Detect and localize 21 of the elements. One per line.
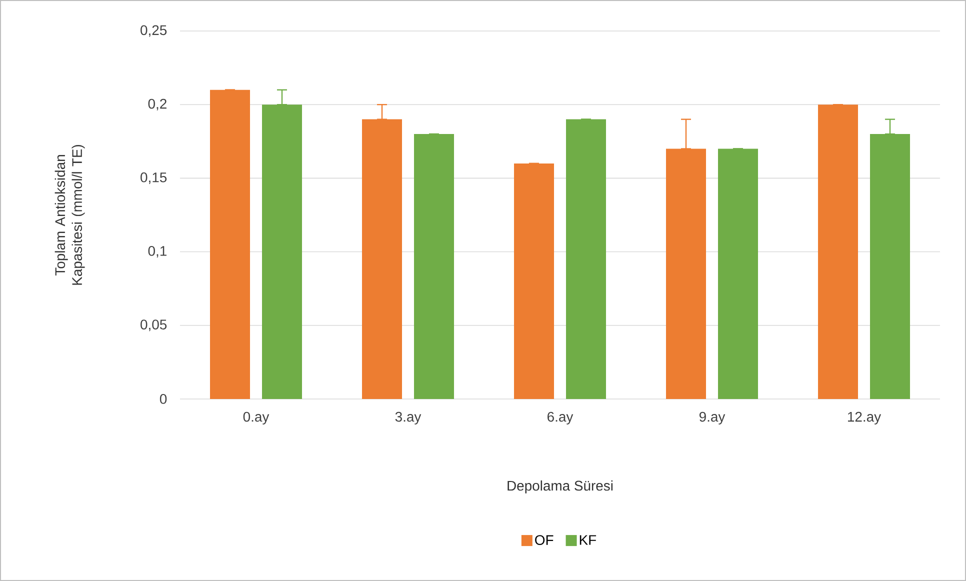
- bar: [514, 163, 554, 399]
- x-tick-label: 0.ay: [243, 412, 270, 424]
- bar: [210, 90, 250, 399]
- legend-label: KF: [580, 535, 596, 545]
- y-tick-label: 0,25: [140, 25, 167, 37]
- y-tick-label: 0,2: [148, 98, 166, 110]
- x-tick-label: 12.ay: [848, 412, 882, 424]
- x-tick-label: 9.ay: [699, 412, 726, 424]
- bar: [818, 104, 858, 399]
- y-tick-label: 0,05: [140, 320, 167, 332]
- bar: [414, 134, 454, 399]
- y-tick-label: 0: [160, 394, 167, 404]
- bar: [718, 148, 758, 399]
- x-axis-title: Depolama Süresi: [508, 480, 613, 494]
- y-tick-label: 0,1: [148, 246, 166, 258]
- x-tick-label: 6.ay: [548, 412, 574, 424]
- bar: [566, 119, 606, 399]
- x-tick-label: 3.ay: [395, 412, 422, 424]
- legend-label: OF: [535, 535, 554, 545]
- y-axis-title: Toplam Antioksidan Kapasitesi (mmol/l TE): [54, 144, 85, 285]
- y-tick-label: 0,15: [140, 172, 167, 184]
